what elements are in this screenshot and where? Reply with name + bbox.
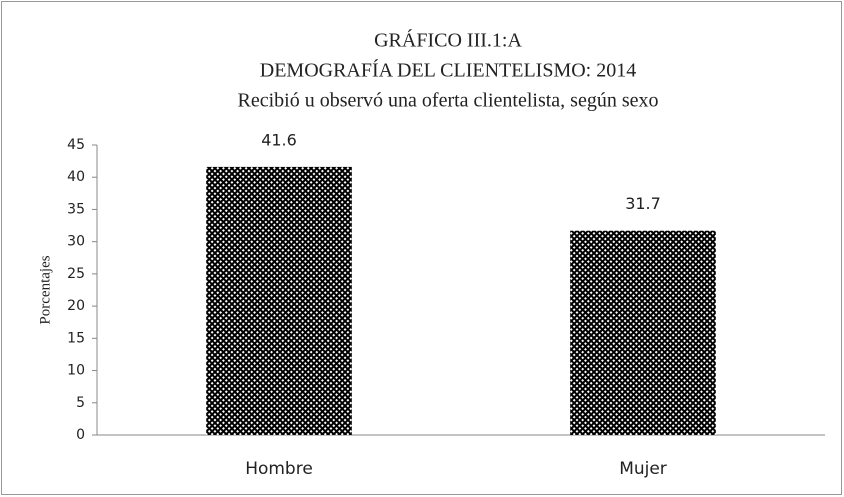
chart-title: GRÁFICO III.1:A [374, 29, 522, 52]
x-tick-label: Mujer [619, 459, 667, 479]
y-tick-label: 30 [67, 234, 85, 250]
chart-subtitle: Recibió u observó una oferta clientelist… [238, 90, 659, 112]
y-tick-label: 25 [67, 266, 85, 282]
data-label: 31.7 [625, 194, 661, 213]
bar [570, 230, 716, 435]
y-tick-label: 20 [67, 298, 85, 314]
y-tick-label: 5 [76, 395, 85, 411]
y-tick-label: 0 [76, 427, 85, 443]
y-axis-label: Porcentajes [37, 255, 53, 324]
y-tick-label: 15 [67, 330, 85, 346]
x-tick-label: Hombre [245, 459, 313, 479]
y-tick-label: 40 [67, 169, 85, 185]
y-tick-label: 10 [67, 363, 85, 379]
chart-title: DEMOGRAFÍA DEL CLIENTELISMO: 2014 [260, 59, 636, 82]
y-tick-label: 45 [67, 137, 85, 153]
y-tick-label: 35 [67, 201, 85, 217]
data-label: 41.6 [261, 130, 297, 149]
bar [206, 166, 352, 435]
